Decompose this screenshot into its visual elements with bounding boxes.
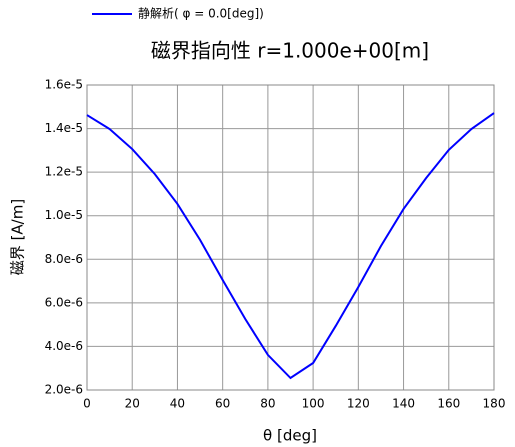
x-tick-label: 60	[215, 397, 230, 411]
x-tick-label: 40	[170, 397, 185, 411]
chart-title: 磁界指向性 r=1.000e+00[m]	[151, 39, 429, 63]
y-tick-label: 8.0e-6	[45, 252, 83, 266]
legend-label: 静解析( φ = 0.0[deg])	[138, 7, 264, 21]
y-tick-label: 1.6e-5	[45, 78, 83, 92]
x-tick-label: 180	[483, 397, 506, 411]
y-axis-label: 磁界 [A/m]	[9, 199, 27, 275]
x-tick-label: 80	[260, 397, 275, 411]
x-tick-label: 140	[392, 397, 415, 411]
plot-border	[86, 84, 495, 391]
y-tick-label: 1.4e-5	[45, 121, 83, 135]
x-tick-label: 120	[347, 397, 370, 411]
y-tick-label: 4.0e-6	[45, 339, 83, 353]
y-tick-label: 1.2e-5	[45, 165, 83, 179]
y-tick-label: 1.0e-5	[45, 208, 83, 222]
data-line	[86, 112, 495, 380]
x-axis-label: θ [deg]	[263, 427, 317, 445]
x-tick-label: 160	[437, 397, 460, 411]
y-tick-label: 6.0e-6	[45, 295, 83, 309]
x-tick-label: 100	[302, 397, 325, 411]
x-tick-label: 20	[125, 397, 140, 411]
y-tick-label: 2.0e-6	[45, 383, 83, 397]
x-tick-label: 0	[83, 397, 91, 411]
